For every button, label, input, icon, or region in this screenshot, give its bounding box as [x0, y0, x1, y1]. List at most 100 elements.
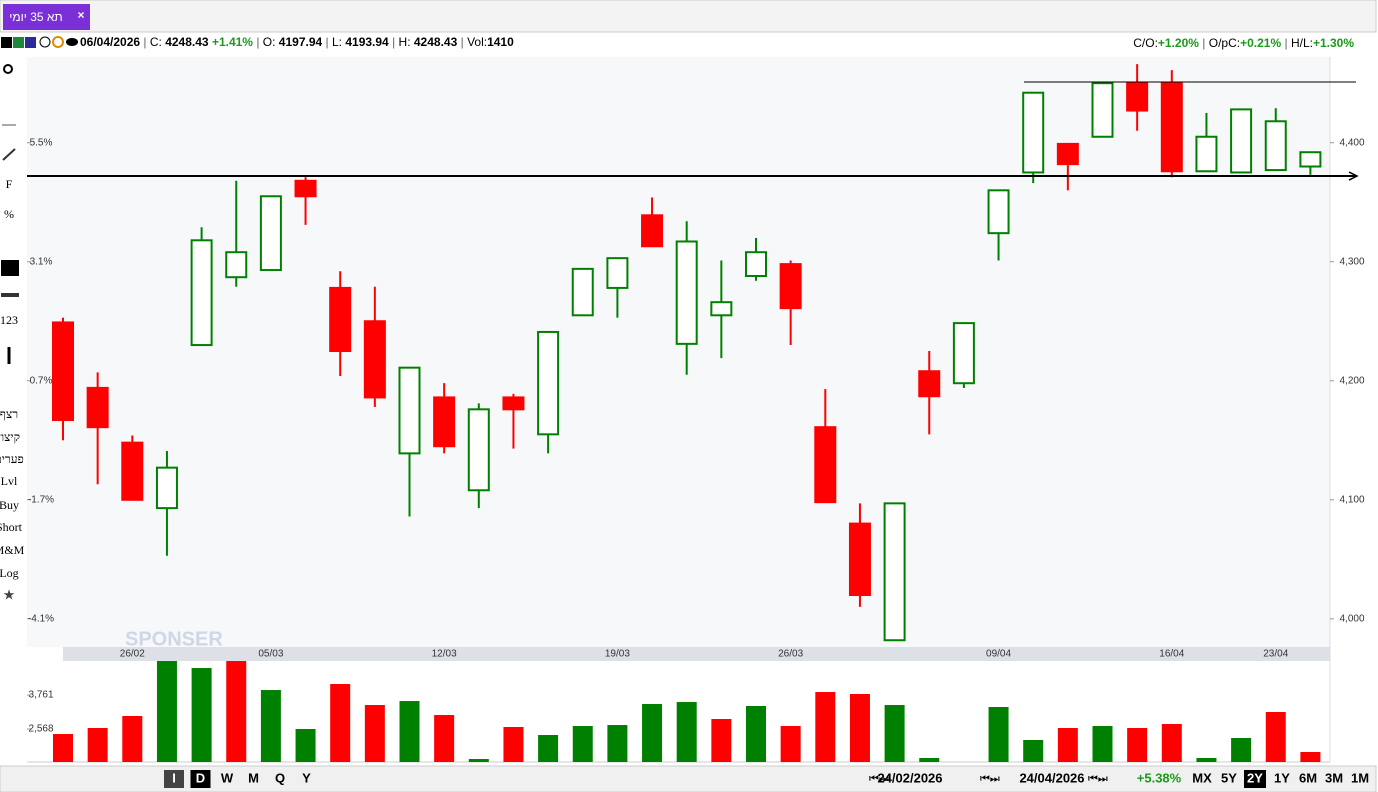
hdr-change: +1.41% [212, 35, 253, 49]
period-button-bg[interactable] [243, 770, 264, 788]
candle-body [710, 301, 733, 317]
hdr-opc: +0.21% [1240, 36, 1281, 50]
nav-icon[interactable]: ⏮⏭ [1088, 773, 1108, 785]
header-icons [1, 36, 78, 48]
toolbar-item[interactable]: M&M [0, 543, 25, 557]
candle-body [745, 251, 767, 278]
x-tick-label: 26/03 [778, 649, 803, 660]
span-button[interactable]: 1Y [1274, 770, 1290, 785]
span-button[interactable]: 2Y [1247, 770, 1263, 785]
volume-bar [884, 705, 905, 762]
volume-bar [1196, 758, 1217, 762]
volume-tick-label: 2,568 [28, 724, 53, 735]
toolbar-item[interactable]: Lvl [1, 474, 18, 488]
volume-bar [53, 734, 73, 762]
toolbar-item[interactable]: Short [0, 520, 23, 534]
volume-bar [295, 729, 316, 762]
volume-bar [330, 684, 351, 762]
volume-bar [746, 706, 766, 762]
toolbar-item[interactable]: פערים [0, 452, 24, 466]
period-button-bg[interactable] [217, 770, 237, 788]
hdr-h-label: H: [399, 35, 411, 49]
volume-bar [919, 758, 940, 762]
volume-bar [849, 694, 870, 762]
period-button-bg[interactable] [296, 770, 317, 788]
x-tick-label: 23/04 [1263, 649, 1288, 660]
volume-bar [988, 707, 1009, 762]
candle-body [467, 408, 490, 492]
color-icon[interactable] [1, 260, 19, 276]
period-button[interactable]: I [172, 770, 176, 785]
line-icon[interactable] [2, 148, 16, 161]
hdr-date: 06/04/2026 [80, 35, 140, 49]
volume-bar [364, 705, 385, 762]
span-button[interactable]: 1M [1351, 770, 1369, 785]
hdr-hl: +1.30% [1313, 36, 1354, 50]
candle-body [86, 386, 109, 429]
span-button[interactable]: 5Y [1221, 770, 1237, 785]
toolbar-item[interactable]: Buy [0, 498, 19, 512]
hdr-hl-label: H/L: [1291, 36, 1313, 50]
candle-body [52, 321, 74, 422]
volume-bar [780, 726, 801, 762]
period-button[interactable]: W [221, 770, 234, 785]
tab-close[interactable]: × [77, 8, 84, 22]
period-button-bg[interactable] [270, 770, 290, 788]
span-button[interactable]: 3M [1325, 770, 1343, 785]
tab-title[interactable]: תא 35 יומי [9, 10, 62, 24]
volume-bar [226, 661, 247, 762]
candle-body [1299, 151, 1322, 168]
span-button[interactable]: MX [1192, 770, 1212, 785]
period-button[interactable]: Q [275, 770, 285, 785]
hdr-o-label: O: [263, 35, 276, 49]
width-icon[interactable] [1, 293, 19, 297]
toolbar-item[interactable]: % [4, 207, 14, 221]
y2-tick-label: 5.5% [30, 137, 53, 148]
hdr-vol: 1410 [487, 35, 514, 49]
x-tick-label: 19/03 [605, 649, 630, 660]
toolbar-item[interactable]: רצף [0, 407, 18, 421]
y2-tick-label: -1.7% [28, 494, 54, 505]
candle-body [883, 502, 906, 642]
date-strip [63, 647, 1330, 661]
nav-icon[interactable]: ⏮⏭ [869, 773, 889, 785]
candle-body [779, 263, 802, 310]
volume-bar [676, 702, 697, 762]
candle-body [571, 267, 594, 317]
x-tick-label: 26/02 [120, 649, 145, 660]
period-button-bg[interactable] [164, 770, 184, 788]
hdr-c: 4248.43 [165, 35, 209, 49]
span-button-bg[interactable] [1244, 770, 1266, 788]
range-to[interactable]: 24/04/2026 [1019, 770, 1084, 785]
span-button[interactable]: 6M [1299, 770, 1317, 785]
volume-bar [572, 726, 593, 762]
hdr-co: +1.20% [1158, 36, 1199, 50]
candle-body [537, 330, 560, 436]
volume-bar [87, 728, 108, 762]
toolbar-item[interactable]: Log [0, 566, 19, 580]
toolbar-item[interactable]: 123 [0, 313, 18, 327]
volume-bar [1161, 724, 1182, 762]
period-button-bg[interactable] [190, 770, 211, 788]
nav-icon[interactable]: ⏮⏭ [980, 773, 1000, 785]
left-toolbar: ★ [1, 64, 19, 603]
toolbar-item[interactable]: קיצון [0, 430, 20, 444]
hdr-co-label: C/O: [1133, 36, 1158, 50]
search-icon[interactable] [3, 64, 13, 74]
period-button[interactable]: Y [302, 770, 311, 785]
hdr-c-label: C: [150, 35, 162, 49]
range-from[interactable]: 24/02/2026 [877, 770, 942, 785]
tab[interactable] [3, 4, 90, 30]
toolbar-item[interactable]: F [6, 177, 13, 191]
candle-body [294, 179, 317, 198]
period-button[interactable]: D [196, 770, 205, 785]
volume-bar [711, 719, 732, 762]
candle-body [1195, 135, 1218, 173]
star-icon[interactable]: ★ [3, 587, 16, 603]
candle-body [259, 195, 282, 272]
period-button[interactable]: M [248, 770, 259, 785]
volume-bar [191, 668, 212, 762]
candle-body [987, 189, 1010, 235]
plot-area [27, 57, 1330, 647]
